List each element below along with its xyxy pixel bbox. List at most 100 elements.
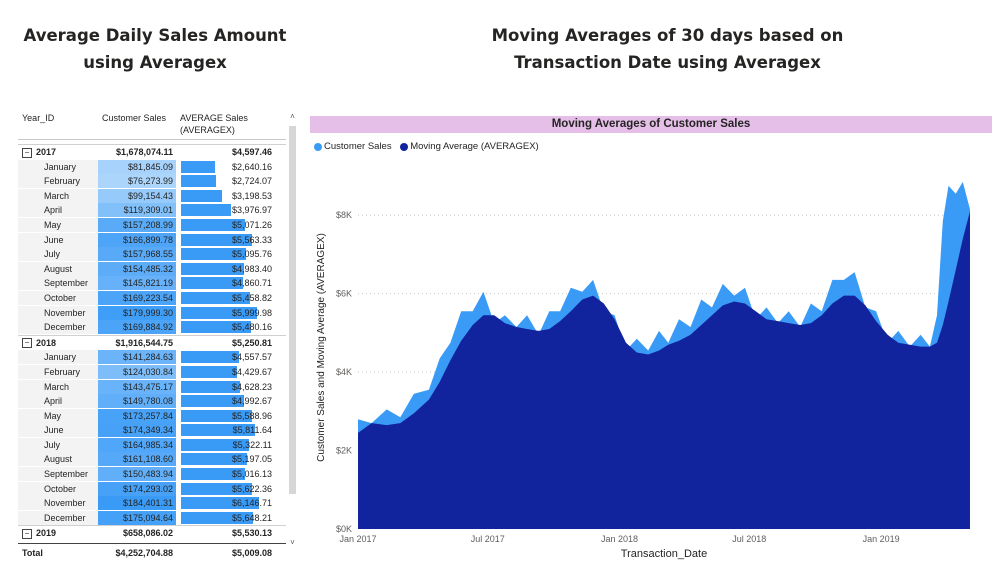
scroll-up-icon[interactable]: ˄ <box>290 112 295 121</box>
customer-sales-value: $166,899.78 <box>122 234 173 245</box>
month-row[interactable]: May $173,257.84 $5,588.96 <box>18 408 286 424</box>
customer-sales-value: $169,884.92 <box>122 322 173 333</box>
legend-item-moving-average[interactable]: Moving Average (AVERAGEX) <box>400 141 539 152</box>
customer-sales-color-cell <box>98 188 176 203</box>
row-label-background <box>18 188 98 203</box>
average-sales-value: $5,999.98 <box>231 307 272 318</box>
y-tick-label: $2K <box>336 446 352 456</box>
x-tick-label: Jan 2019 <box>863 534 900 544</box>
average-sales-bar <box>181 189 222 202</box>
customer-sales-value: $174,349.34 <box>122 425 173 436</box>
row-label-text: December <box>44 322 86 333</box>
month-row[interactable]: July $164,985.34 $5,322.11 <box>18 437 286 453</box>
matrix-scrollbar[interactable]: ˄ ˅ <box>288 112 297 550</box>
month-row[interactable]: November $179,999.30 $5,999.98 <box>18 305 286 321</box>
customer-sales-color-cell <box>98 320 176 335</box>
scroll-down-icon[interactable]: ˅ <box>290 538 295 547</box>
month-row[interactable]: April $119,309.01 $3,976.97 <box>18 203 286 218</box>
row-label: June <box>44 233 64 248</box>
month-row[interactable]: January $81,845.09 $2,640.16 <box>18 159 286 175</box>
month-row[interactable]: September $150,483.94 $5,016.13 <box>18 467 286 482</box>
average-sales-value: $5,563.33 <box>231 234 272 245</box>
row-label-background <box>18 481 98 496</box>
average-sales-bar <box>181 380 240 393</box>
month-row[interactable]: February $124,030.84 $4,429.67 <box>18 364 286 380</box>
header-average-sales[interactable]: AVERAGE Sales (AVERAGEX) <box>180 112 248 136</box>
total-row: Total $4,252,704.88 $5,009.08 <box>18 543 286 562</box>
row-label: March <box>44 380 69 395</box>
row-label-text: April <box>44 396 63 407</box>
average-sales-bar <box>181 468 245 481</box>
row-label-background <box>18 350 98 365</box>
collapse-toggle-icon[interactable]: − <box>22 147 32 158</box>
row-label-text: August <box>44 263 73 274</box>
moving-average-chart[interactable]: $0K $2K $4K $6K $8K Jan 2017 Jul 2017 Jan 2018 J… <box>310 150 998 568</box>
row-label-background <box>18 394 98 409</box>
average-sales-bar <box>181 321 251 334</box>
collapse-toggle-icon[interactable]: − <box>22 338 32 349</box>
row-label-text: February <box>44 176 81 187</box>
matrix-title-line1: Average Daily Sales Amount <box>23 26 287 45</box>
year-row[interactable]: −2017 $1,678,074.11 $4,597.46 <box>18 144 286 160</box>
header-customer-sales[interactable]: Customer Sales <box>102 113 167 123</box>
month-row[interactable]: June $166,899.78 $5,563.33 <box>18 232 286 248</box>
row-label-background <box>18 467 98 482</box>
customer-sales-color-cell <box>98 174 176 189</box>
legend-dot-moving-average <box>400 142 409 151</box>
row-label: December <box>44 320 86 335</box>
month-row[interactable]: March $143,475.17 $4,628.23 <box>18 379 286 395</box>
x-tick-label: Jul 2018 <box>732 534 766 544</box>
customer-sales-value: $1,916,544.75 <box>115 337 173 348</box>
x-tick-label: Jan 2017 <box>339 534 376 544</box>
row-label: October <box>44 291 76 306</box>
month-row[interactable]: April $149,780.08 $4,992.67 <box>18 394 286 409</box>
x-tick-label: Jul 2017 <box>471 534 505 544</box>
row-label-text: March <box>44 190 70 201</box>
header-year[interactable]: Year_ID <box>22 113 55 123</box>
average-sales-value: $5,530.13 <box>231 528 272 539</box>
y-tick-label: $8K <box>336 210 352 220</box>
month-row[interactable]: May $157,208.99 $5,071.26 <box>18 217 286 233</box>
matrix-title: Average Daily Sales Amount using Average… <box>0 22 310 76</box>
month-row[interactable]: February $76,273.99 $2,724.07 <box>18 174 286 189</box>
row-label-background <box>18 217 98 232</box>
average-sales-value: $5,016.13 <box>231 469 272 480</box>
month-row[interactable]: December $175,094.64 $5,648.21 <box>18 510 286 526</box>
month-row[interactable]: July $157,968.55 $5,095.76 <box>18 247 286 262</box>
row-label-text: June <box>44 234 64 245</box>
row-label: November <box>44 306 86 321</box>
row-label: −2019 <box>22 526 56 541</box>
average-sales-value: $4,992.67 <box>231 396 272 407</box>
row-label-background <box>18 203 98 218</box>
month-row[interactable]: October $174,293.02 $5,622.36 <box>18 481 286 497</box>
year-row[interactable]: −2018 $1,916,544.75 $5,250.81 <box>18 334 286 351</box>
row-label-background <box>18 305 98 320</box>
average-sales-value: $4,860.71 <box>231 278 272 289</box>
month-row[interactable]: January $141,284.63 $4,557.57 <box>18 350 286 365</box>
year-row[interactable]: −2019 $658,086.02 $5,530.13 <box>18 525 286 541</box>
month-row[interactable]: November $184,401.31 $6,146.71 <box>18 496 286 511</box>
customer-sales-value: $179,999.30 <box>122 307 173 318</box>
row-label: August <box>44 452 72 467</box>
month-row[interactable]: June $174,349.34 $5,811.64 <box>18 423 286 438</box>
average-sales-value: $5,250.81 <box>231 337 272 348</box>
month-row[interactable]: September $145,821.19 $4,860.71 <box>18 276 286 291</box>
y-tick-label: $0K <box>336 524 352 534</box>
month-row[interactable]: December $169,884.92 $5,480.16 <box>18 320 286 335</box>
y-tick-label: $4K <box>336 367 352 377</box>
month-row[interactable]: October $169,223.54 $5,458.82 <box>18 290 286 306</box>
average-sales-value: $6,146.71 <box>231 498 272 509</box>
row-label: May <box>44 409 61 424</box>
row-label-background <box>18 364 98 379</box>
row-label-text: 2017 <box>36 147 57 157</box>
month-row[interactable]: August $161,108.60 $5,197.05 <box>18 452 286 467</box>
average-sales-value: $5,197.05 <box>231 454 272 465</box>
month-row[interactable]: August $154,485.32 $4,983.40 <box>18 261 286 277</box>
legend-item-customer-sales[interactable]: Customer Sales <box>314 141 392 152</box>
month-row[interactable]: March $99,154.43 $3,198.53 <box>18 188 286 204</box>
collapse-toggle-icon[interactable]: − <box>22 529 32 540</box>
row-label-background <box>18 320 98 335</box>
customer-sales-color-cell <box>98 350 176 365</box>
scrollbar-thumb[interactable] <box>289 126 296 494</box>
row-label: January <box>44 160 76 175</box>
